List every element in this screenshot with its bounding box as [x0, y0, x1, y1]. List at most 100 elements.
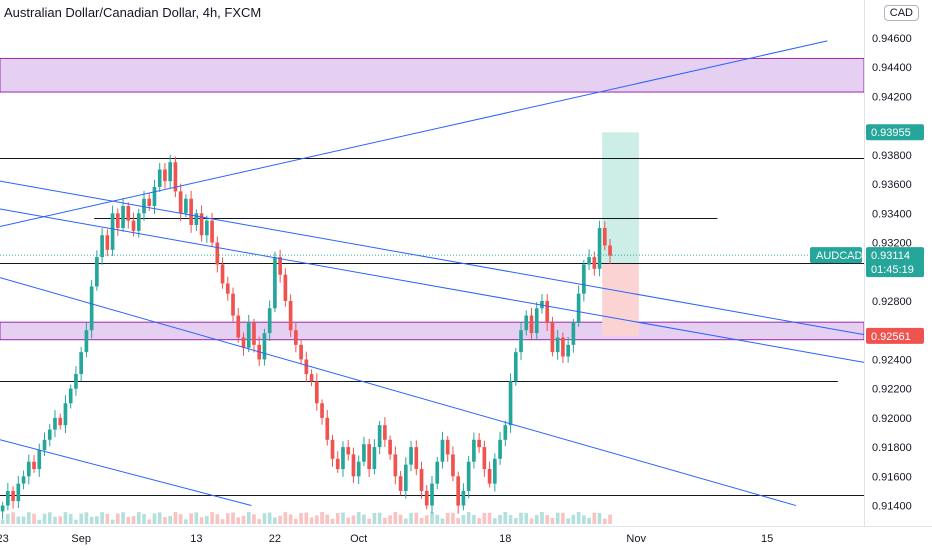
candle-body [199, 213, 204, 236]
volume-bar [236, 517, 241, 524]
candle-body [131, 220, 136, 231]
candle-body [561, 337, 565, 357]
price-tick-label: 0.93800 [872, 150, 912, 162]
candle-body [362, 444, 366, 462]
volume-bar [587, 517, 591, 524]
candle-body [540, 300, 544, 309]
long-position-tool[interactable] [602, 132, 639, 336]
candle-body [472, 439, 476, 462]
volume-bar [571, 514, 576, 524]
volume-bar [47, 512, 52, 524]
volume-bar [168, 515, 173, 524]
volume-bar [105, 513, 110, 524]
volume-bar [487, 512, 492, 524]
candle-body [110, 213, 115, 250]
candle-body [383, 425, 387, 440]
candle-body [100, 235, 104, 258]
candle-body [241, 337, 246, 348]
volume-bar [419, 517, 424, 524]
price-tick-label: 0.93600 [872, 179, 912, 191]
candle-body [115, 213, 120, 228]
volume-bar [215, 514, 220, 524]
volume-bar [524, 512, 529, 524]
candle-body [163, 169, 167, 182]
volume-bar [147, 519, 152, 524]
volume-bar [95, 516, 99, 524]
volume-bar [178, 514, 183, 524]
volume-bar [53, 516, 57, 524]
price-tick-label: 0.93400 [872, 208, 912, 220]
volume-bar [314, 515, 319, 524]
candle-body [157, 169, 162, 188]
price-tick-label: 0.92200 [872, 384, 912, 396]
candle-body [487, 469, 492, 484]
price-tag [866, 124, 924, 141]
time-tick-label: 22 [269, 533, 281, 545]
time-axis[interactable]: 23 Sep 13 22 Oct 18 Nov 15 [0, 526, 932, 550]
volume-bar [288, 514, 293, 524]
volume-bar [278, 515, 282, 524]
volume-bar [304, 512, 309, 524]
price-tick-label: 0.92800 [872, 296, 912, 308]
volume-bar [142, 514, 146, 524]
last-price-label: 0.93114 [871, 250, 910, 262]
price-tag-label: 0.93955 [871, 127, 911, 139]
volume-bar [267, 512, 272, 524]
candle-body [351, 454, 356, 477]
volume-bar [210, 512, 214, 524]
volume-bar [435, 514, 440, 524]
volume-bar [6, 513, 10, 524]
volume-bar [241, 515, 246, 524]
candle-body [430, 483, 434, 506]
volume-bar [205, 515, 209, 524]
candle-body [493, 458, 497, 484]
currency-button[interactable]: CAD [883, 5, 919, 21]
volume-bar [582, 515, 586, 524]
volume-bar [79, 513, 83, 524]
time-tick-label: Oct [350, 533, 367, 545]
candle-body [582, 264, 586, 294]
candle-body [152, 187, 157, 207]
trendline-2 [0, 208, 865, 363]
candle-body [63, 403, 68, 426]
zone-1 [0, 321, 865, 341]
volume-bar [100, 512, 104, 524]
volume-bar [602, 518, 607, 524]
volume-bar [388, 515, 392, 524]
candle-body [105, 235, 110, 250]
volume-bar [194, 512, 199, 524]
candle-body [309, 374, 314, 382]
candle-body [414, 447, 419, 470]
volume-bar [163, 517, 167, 524]
candle-body [16, 483, 21, 502]
candle-body [189, 198, 193, 226]
volume-bar [393, 512, 398, 524]
candle-body [424, 490, 429, 506]
volume-bar [21, 516, 26, 524]
candle-body [58, 417, 63, 426]
volume-bar [461, 515, 466, 524]
candle-body [534, 308, 539, 334]
volume-bar [356, 512, 361, 524]
candle-body [393, 454, 398, 477]
volume-bar [555, 512, 560, 524]
volume-bar [351, 515, 356, 524]
volume-bar [136, 512, 141, 524]
candle-body [440, 439, 445, 462]
volume-bar [189, 513, 193, 524]
price-tick-label: 0.93200 [872, 238, 912, 250]
volume-bar [508, 515, 513, 524]
candle-body [466, 461, 471, 491]
candle-body [37, 450, 42, 470]
candle-body [314, 381, 319, 404]
candle-body [168, 162, 173, 182]
candle-body [403, 464, 408, 491]
volume-bar [121, 512, 125, 524]
candle-body [592, 257, 597, 269]
volume-bar [383, 517, 387, 524]
trendline-0 [0, 40, 828, 227]
candle-body [456, 476, 461, 506]
volume-bar [482, 512, 487, 524]
candle-body [576, 293, 581, 323]
